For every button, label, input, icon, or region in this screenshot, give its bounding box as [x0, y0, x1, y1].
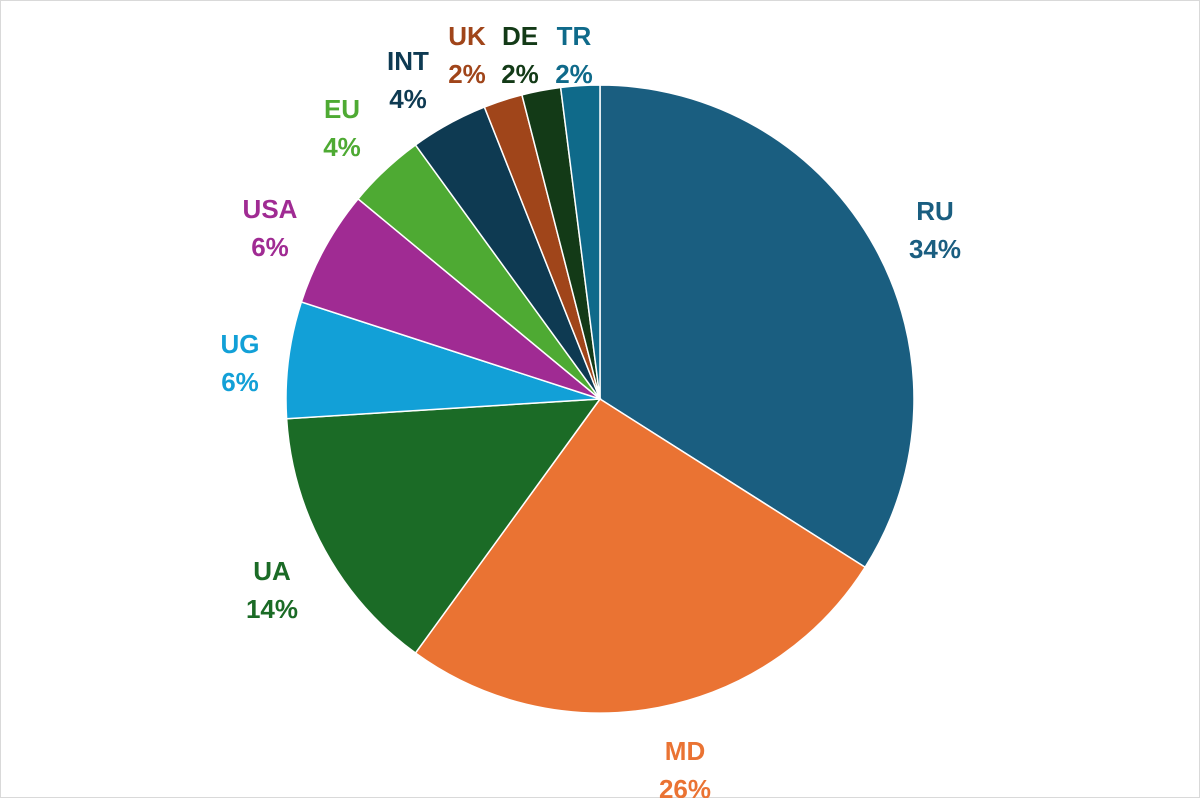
pie-label-usa: USA 6% — [243, 194, 298, 262]
category-label: USA — [243, 194, 298, 224]
percent-label: 4% — [389, 84, 427, 114]
pie-label-de: DE 2% — [501, 21, 539, 89]
category-label: UA — [253, 556, 291, 586]
percent-label: 2% — [448, 59, 486, 89]
percent-label: 2% — [555, 59, 593, 89]
pie-slice-usa — [300, 197, 601, 400]
category-label: MD — [665, 736, 705, 766]
category-label: RU — [916, 196, 954, 226]
category-label: DE — [502, 21, 538, 51]
pie-label-tr: TR 2% — [555, 21, 593, 89]
pie-label-ug: UG 6% — [221, 329, 260, 397]
percent-label: 2% — [501, 59, 539, 89]
pie-label-int: INT 4% — [387, 46, 429, 114]
pie-slice-md — [414, 397, 867, 714]
pie-slice-tr — [559, 84, 601, 400]
pie-label-md: MD 26% — [659, 736, 711, 798]
percent-label: 14% — [246, 594, 298, 624]
percent-label: 34% — [909, 234, 961, 264]
pie-slice-ug — [285, 301, 601, 420]
category-label: UK — [448, 21, 486, 51]
percent-label: 26% — [659, 774, 711, 798]
category-label: INT — [387, 46, 429, 76]
percent-label: 4% — [323, 132, 361, 162]
percent-label: 6% — [221, 367, 259, 397]
pie-slice-ru — [599, 84, 915, 569]
category-label: TR — [557, 21, 592, 51]
pie-labels: RU 34% MD 26% UA 14% UG 6% USA 6% EU 4% INT 4% UK 2% DE 2… — [221, 21, 962, 798]
category-label: UG — [221, 329, 260, 359]
pie-label-ru: RU 34% — [909, 196, 961, 264]
pie-label-eu: EU 4% — [323, 94, 361, 162]
category-label: EU — [324, 94, 360, 124]
percent-label: 6% — [251, 232, 289, 262]
pie-label-ua: UA 14% — [246, 556, 298, 624]
pie-slice-ua — [285, 398, 602, 655]
pie-label-uk: UK 2% — [448, 21, 486, 89]
pie-slices — [285, 84, 915, 714]
